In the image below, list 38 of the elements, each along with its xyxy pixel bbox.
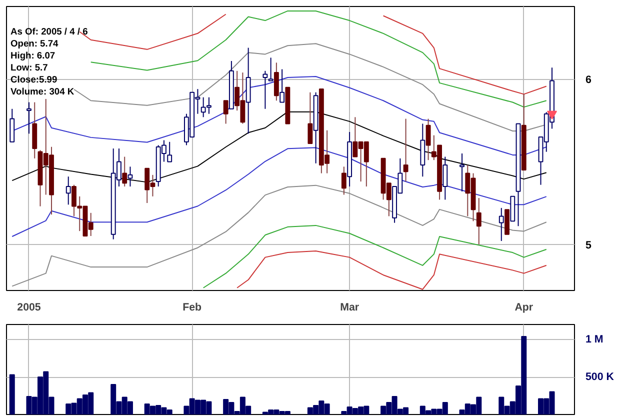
candlestick (498, 207, 504, 242)
candlestick (280, 68, 285, 103)
x-tick-label: 2005 (17, 302, 41, 314)
candlestick (26, 102, 32, 134)
candlestick (308, 92, 313, 144)
y-tick-label: 1 M (586, 334, 604, 346)
annotation: Close:5.99 (10, 74, 58, 84)
candlestick (223, 100, 228, 124)
candlestick (403, 118, 408, 182)
annotation: As Of: 2005 / 4 / 6 (10, 26, 88, 36)
line-series (12, 147, 547, 238)
annotation: Low: 5.7 (10, 62, 48, 72)
annotation: Open: 5.74 (10, 38, 60, 48)
candlestick (426, 118, 431, 161)
candlestick (460, 152, 464, 192)
line-series (236, 250, 547, 290)
candlestick (66, 176, 71, 206)
line-series (202, 224, 547, 288)
candlestick (122, 156, 128, 187)
line-series (12, 184, 547, 287)
bar (9, 374, 15, 414)
x-tick-label: Mar (340, 302, 360, 314)
x-tick-label: Apr (514, 302, 534, 314)
annotation: High: 6.07 (10, 50, 56, 60)
annotation: Volume: 304 K (10, 86, 74, 96)
candlestick (262, 70, 268, 110)
y-tick-label: 5 (586, 239, 592, 252)
y-tick-label: 6 (586, 74, 592, 86)
y-tick-label: 500 K (586, 371, 614, 383)
candlestick (476, 198, 482, 245)
candlestick (268, 57, 274, 82)
line-series (90, 10, 547, 108)
candlestick (10, 108, 15, 142)
x-tick-label: Feb (182, 302, 202, 314)
candlestick (442, 156, 448, 200)
candlestick (341, 166, 346, 196)
candlestick (167, 141, 172, 162)
candlestick (274, 62, 279, 102)
